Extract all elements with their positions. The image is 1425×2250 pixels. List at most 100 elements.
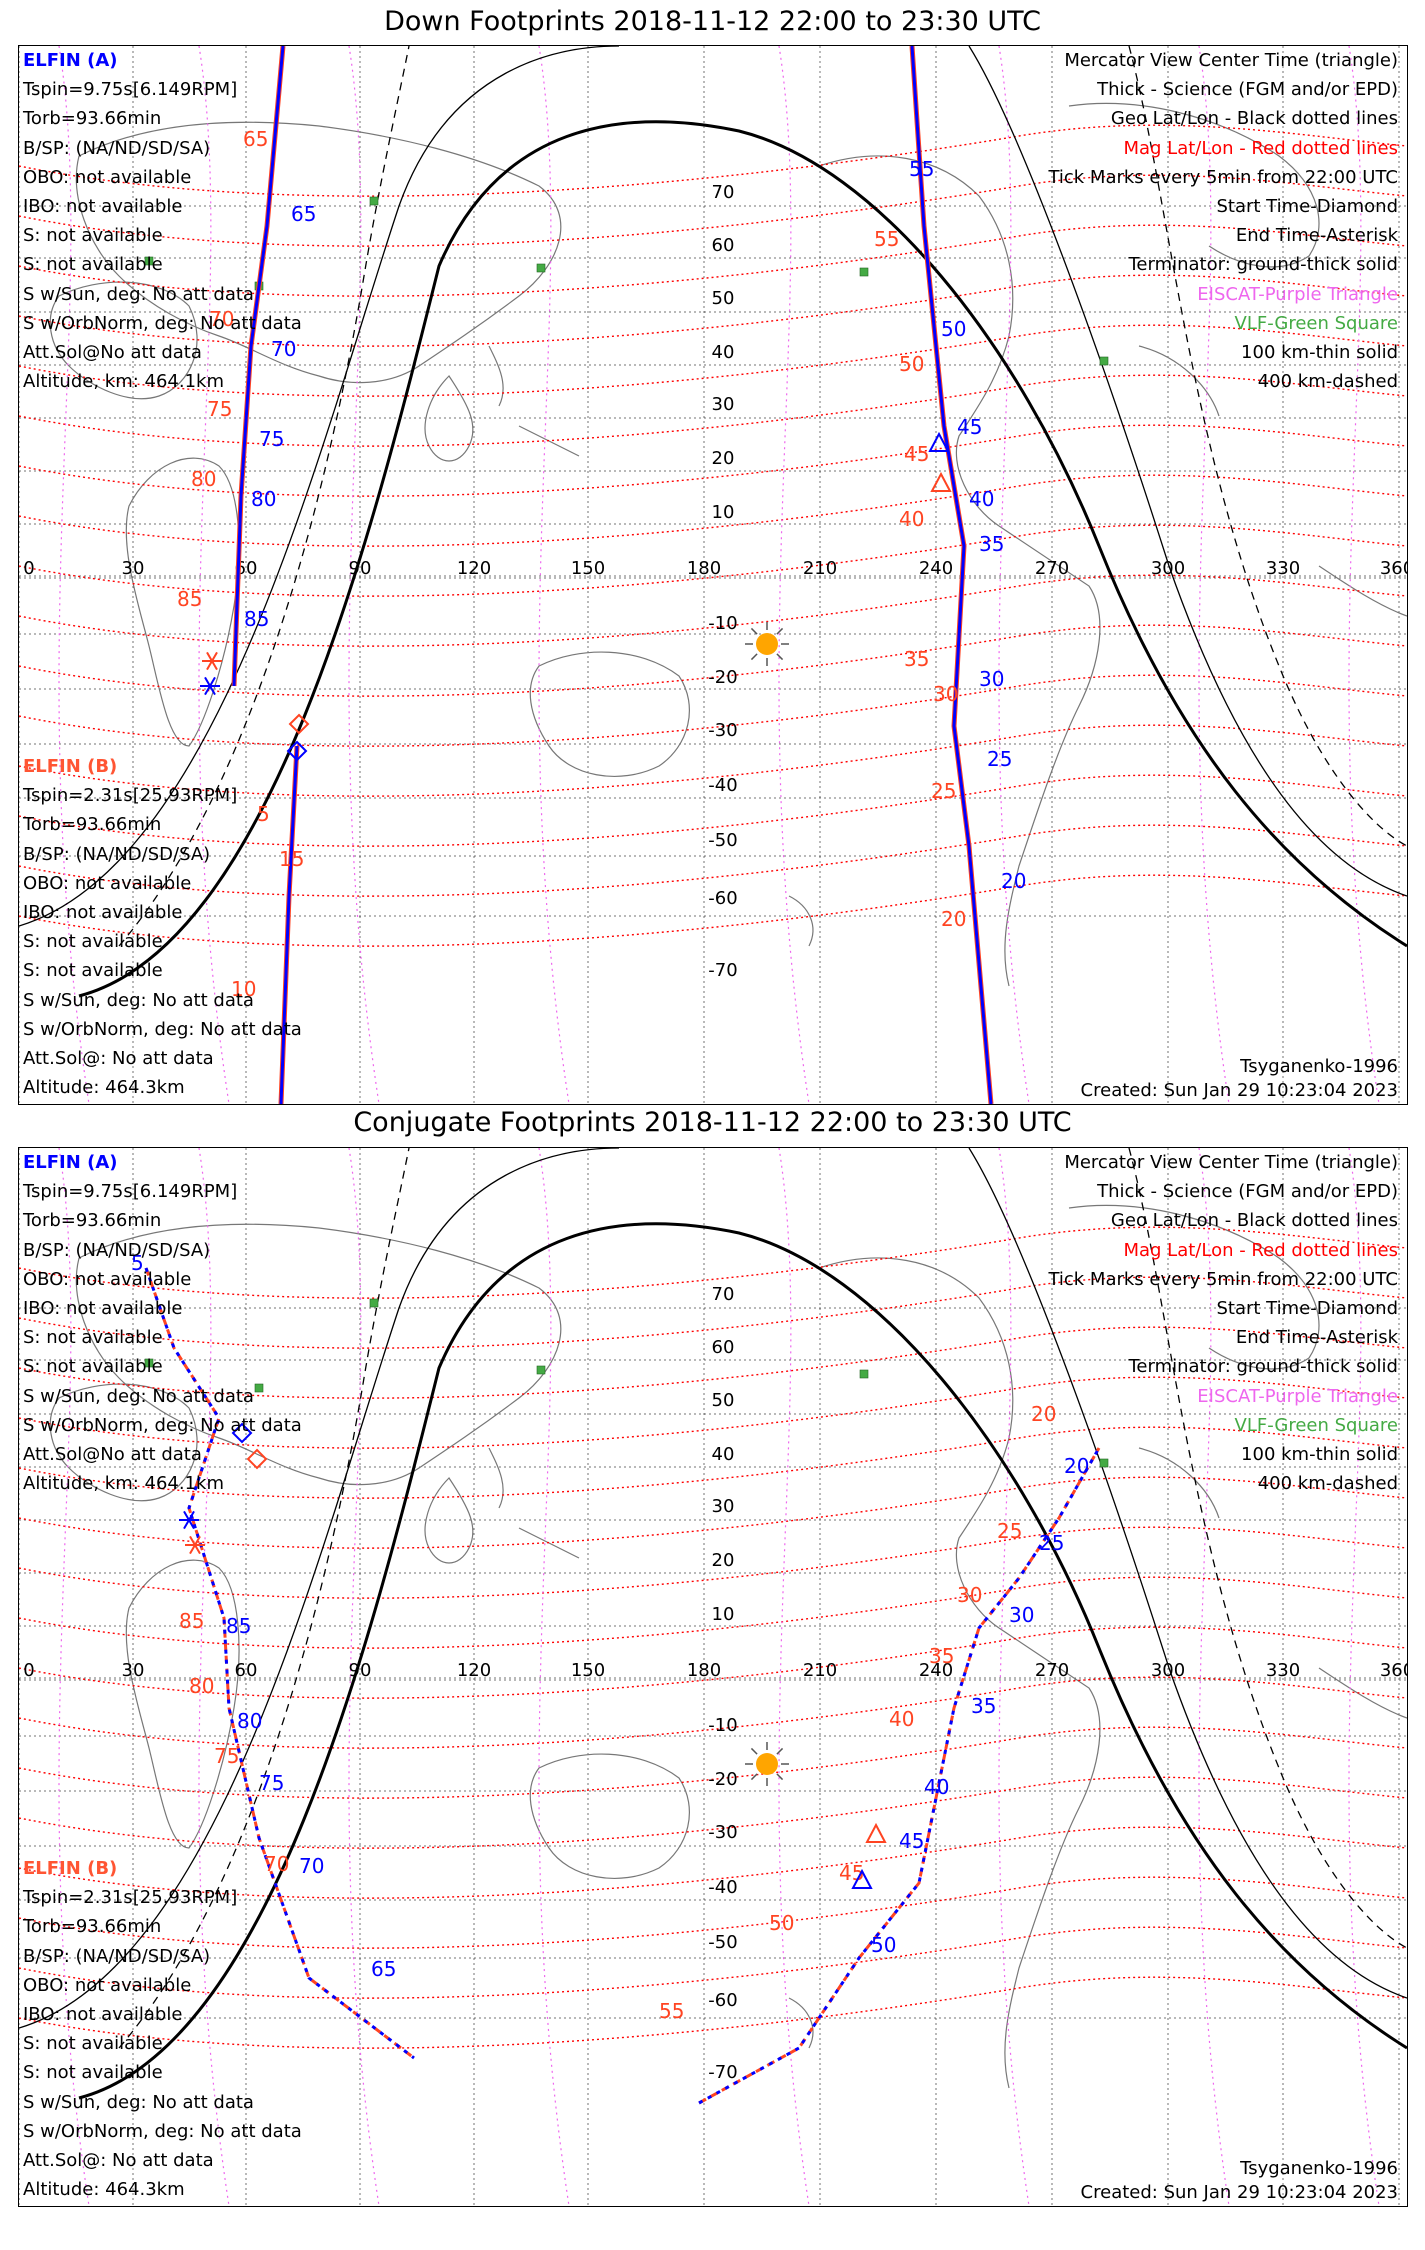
legend-line: Terminator: ground-thick solid [1128, 254, 1398, 276]
legend-line: VLF-Green Square [1234, 1414, 1398, 1436]
legend-line: EISCAT-Purple Triangle [1197, 1385, 1398, 1407]
lon-tick-label: 30 [122, 558, 145, 579]
mag-lon-line [198, 46, 230, 1104]
mag-lat-line [19, 1326, 1407, 1399]
mag-lat-line [19, 1576, 1407, 1649]
terminator-100km [19, 46, 1407, 927]
mag-lon-line [538, 1148, 570, 2206]
vlf-square-icon [254, 1383, 264, 1393]
lon-tick-label: 120 [457, 1660, 491, 1681]
elfin-b-tick-label: 30 [957, 1583, 982, 1607]
mag-lat-line [19, 124, 1407, 197]
elfin-b-tick-label: 10 [231, 977, 256, 1001]
elfin-a-info-line: Altitude, km: 464.1km [23, 371, 225, 393]
elfin-a-tick-label: 75 [259, 1771, 284, 1795]
lat-tick-label: -10 [708, 1715, 737, 1736]
elfin-b-tick-label: 35 [904, 647, 929, 671]
legend-line: Thick - Science (FGM and/or EPD) [1097, 1181, 1398, 1203]
legend-line: VLF-Green Square [1234, 312, 1398, 334]
lat-tick-label: 10 [712, 1604, 735, 1625]
asterisk-end-icon [202, 651, 222, 671]
lat-tick-label: -70 [708, 2062, 737, 2083]
elfin-a-tick-label: 80 [251, 487, 276, 511]
coastlines [49, 102, 1407, 987]
coastline [788, 895, 814, 947]
elfin-a-track [279, 745, 299, 1104]
mag-lon-line [538, 46, 570, 1104]
lon-tick-label: 210 [803, 1660, 837, 1681]
elfin-b-info-line: S w/Sun, deg: No att data [23, 989, 254, 1011]
created-timestamp: Created: Sun Jan 29 10:23:04 2023 [1080, 1080, 1398, 1101]
lat-tick-label: 50 [712, 1390, 735, 1411]
lat-tick-label: 30 [712, 1496, 735, 1517]
elfin-b-tick-label: 85 [179, 1609, 204, 1633]
elfin-b-tick-label: 75 [207, 397, 232, 421]
elfin-a-tick-label: 65 [291, 202, 316, 226]
terminator-ground [78, 120, 1407, 998]
elfin-b-header: ELFIN (B) [23, 1858, 118, 1879]
elfin-b-info-line: Att.Sol@: No att data [23, 1048, 214, 1070]
elfin-a-tick-label: 75 [259, 427, 284, 451]
elfin-b-info-line: S: not available [23, 2062, 163, 2084]
lat-tick-label: 10 [712, 502, 735, 523]
lat-tick-label: -30 [708, 720, 737, 741]
elfin-a-tick-label: 35 [979, 532, 1004, 556]
elfin-b-tick-label: 50 [769, 1911, 794, 1935]
mag-lat-line [19, 574, 1407, 647]
asterisk-end-icon [200, 676, 220, 696]
elfin-a-info-line: S w/OrbNorm, deg: No att data [23, 1414, 302, 1436]
lon-tick-label: 240 [919, 1660, 953, 1681]
lon-tick-label: 0 [23, 558, 34, 579]
legend-line: Geo Lat/Lon - Black dotted lines [1110, 1210, 1398, 1232]
elfin-b-tick-label: 5 [257, 802, 270, 826]
elfin-b-header: ELFIN (B) [23, 756, 118, 777]
elfin-a-tick-label: 25 [987, 747, 1012, 771]
terminator-ground [78, 1222, 1407, 2100]
elfin-a-tick-label: 40 [969, 487, 994, 511]
lon-tick-label: 300 [1151, 558, 1185, 579]
legend-line: Thick - Science (FGM and/or EPD) [1097, 79, 1398, 101]
legend-line: Tick Marks every 5min from 22:00 UTC [1048, 166, 1398, 188]
legend-line: Mag Lat/Lon - Red dotted lines [1123, 1239, 1398, 1261]
elfin-b-info-line: Torb=93.66min [23, 1916, 162, 1938]
elfin-a-info-line: Torb=93.66min [23, 108, 162, 130]
elfin-b-info: ELFIN (B) Tspin=2.31s[25.93RPM] Torb=93.66… [23, 752, 302, 1102]
mag-lon-line [198, 1148, 230, 2206]
elfin-b-tick-label: 70 [209, 307, 234, 331]
coastline [49, 1383, 198, 1502]
mag-lat-line [19, 374, 1407, 447]
elfin-a-tick-label: 20 [1001, 869, 1026, 893]
lon-tick-label: 30 [122, 1660, 145, 1681]
vlf-square-icon [536, 1365, 546, 1375]
lat-tick-label: -40 [708, 775, 737, 796]
lon-tick-label: 0 [23, 1660, 34, 1681]
mag-lat-line [19, 424, 1407, 497]
lat-tick-label: -60 [708, 1990, 737, 2011]
elfin-b-tick-label: 40 [899, 507, 924, 531]
lon-tick-label: 210 [803, 558, 837, 579]
mag-lon-line [998, 1148, 1030, 2206]
lat-tick-label: 70 [712, 182, 735, 203]
coastline [1068, 1204, 1320, 1370]
vlf-square-icon [859, 267, 869, 277]
lat-tick-label: 70 [712, 1284, 735, 1305]
diamond-start-icon [288, 713, 310, 735]
coastline [998, 525, 1101, 987]
elfin-b-info-line: S w/OrbNorm, deg: No att data [23, 1018, 302, 1040]
legend-line: End Time-Asterisk [1235, 225, 1398, 247]
coastline [529, 1753, 690, 1879]
mag-lon-line [58, 46, 90, 1104]
mag-lon-line [1198, 46, 1230, 1104]
vlf-square-icon [369, 1298, 379, 1308]
elfin-a-track [698, 1447, 1101, 2105]
elfin-a-tick-label: 65 [371, 1957, 396, 1981]
elfin-a-header: ELFIN (A) [23, 50, 118, 71]
lat-tick-label: 60 [712, 1337, 735, 1358]
mag-lat-line [19, 1676, 1407, 1749]
lat-labels: 70 60 50 40 30 20 10 -10 -20 -30 -40 -50 -60 -70 [708, 182, 737, 981]
triangle-center-icon [851, 1868, 873, 1889]
elfin-a-tick-label: 30 [1009, 1603, 1034, 1627]
elfin-a-header: ELFIN (A) [23, 1152, 118, 1173]
mag-lat-line [19, 1226, 1407, 1299]
lon-tick-label: 330 [1266, 1660, 1300, 1681]
